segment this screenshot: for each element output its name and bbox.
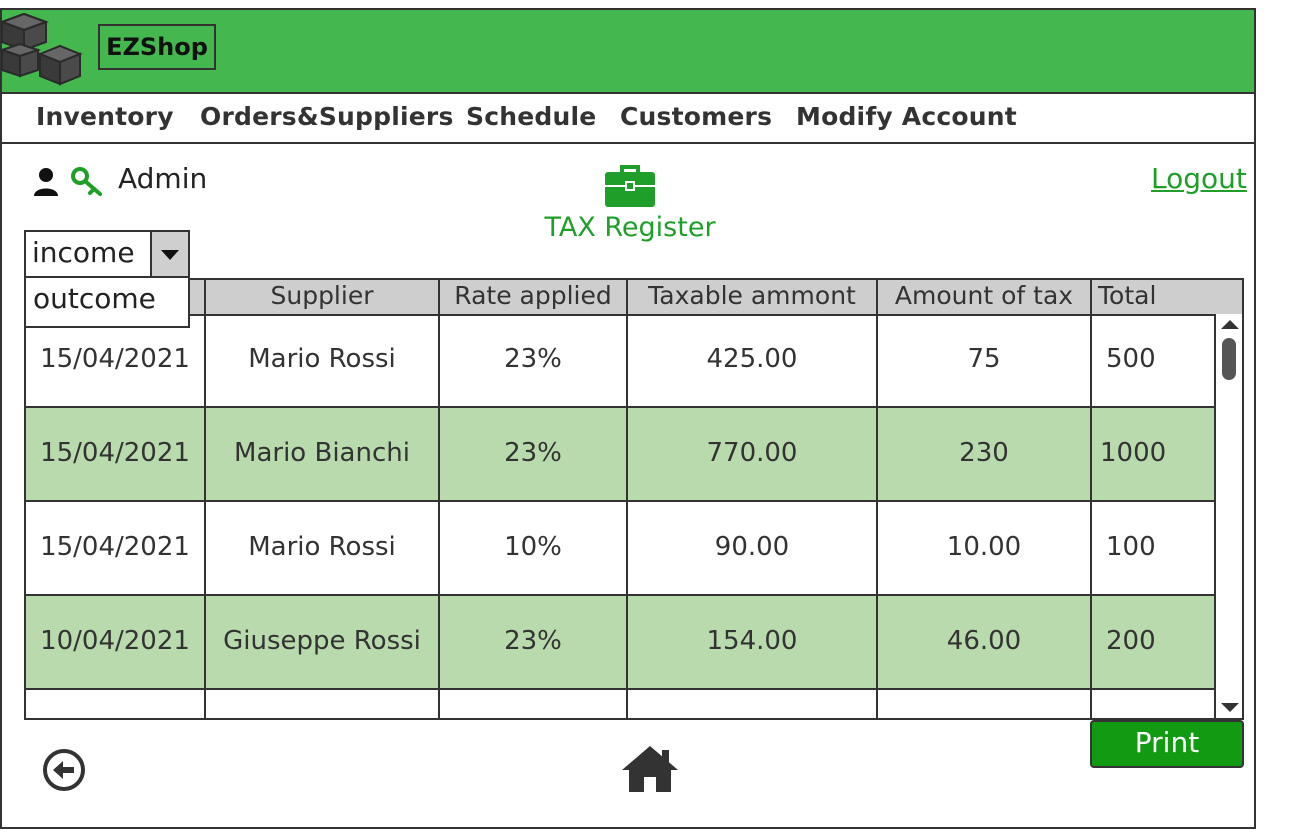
column-header-supplier: Supplier (204, 280, 438, 314)
cell-rate: 23% (438, 596, 626, 688)
app-header: EZShop (0, 10, 1254, 94)
back-arrow-icon[interactable] (42, 748, 86, 792)
cell-supplier: Mario Rossi (204, 314, 438, 406)
nav-item-inventory[interactable]: Inventory (36, 102, 174, 131)
cell-date: 15/04/2021 (40, 532, 190, 562)
cell-supplier: Mario Rossi (204, 502, 438, 594)
register-type-select[interactable]: income (24, 230, 190, 278)
briefcase-icon (605, 165, 655, 207)
table-header: Supplier Rate applied Taxable ammont Amo… (26, 280, 1242, 316)
cell-supplier: Mario Bianchi (204, 408, 438, 500)
dropdown-arrow-icon[interactable] (150, 232, 188, 276)
table-row[interactable]: 15/04/2021 Mario Rossi 23% 425.00 75 500 (26, 314, 1214, 408)
cell-rate: 10% (438, 502, 626, 594)
main-nav: Inventory Orders&Suppliers Schedule Cust… (2, 94, 1254, 144)
scroll-down-arrow-icon[interactable] (1221, 703, 1239, 712)
cell-total: 1000 (1090, 408, 1214, 500)
cell-date: 15/04/2021 (40, 344, 190, 374)
key-icon (71, 167, 102, 196)
column-header-rate: Rate applied (438, 280, 626, 314)
cell-total: 100 (1090, 502, 1214, 594)
nav-item-orders-suppliers[interactable]: Orders&Suppliers (200, 102, 454, 131)
cell-empty (1090, 688, 1214, 718)
cubes-logo-icon (0, 12, 83, 86)
cell-empty (438, 688, 626, 718)
nav-item-customers[interactable]: Customers (620, 102, 773, 131)
user-name: Admin (118, 162, 208, 195)
table-row[interactable]: 15/04/2021 Mario Rossi 10% 90.00 10.00 1… (26, 502, 1214, 596)
cell-empty (626, 688, 876, 718)
column-header-tax: Amount of tax (876, 280, 1090, 314)
user-icon (34, 168, 58, 196)
print-button[interactable]: Print (1090, 720, 1244, 768)
nav-item-modify-account[interactable]: Modify Account (796, 102, 1017, 131)
cell-taxable: 425.00 (626, 314, 876, 406)
column-header-total: Total (1090, 280, 1242, 314)
cell-total: 500 (1090, 314, 1214, 406)
logout-link[interactable]: Logout (1151, 162, 1247, 195)
table-row[interactable]: 10/04/2021 Giuseppe Rossi 23% 154.00 46.… (26, 596, 1214, 690)
cell-date: 15/04/2021 (40, 438, 190, 468)
cell-tax: 75 (876, 314, 1090, 406)
column-header-taxable: Taxable ammont (626, 280, 876, 314)
select-current-value: income (32, 236, 135, 269)
cell-date: 10/04/2021 (40, 626, 190, 656)
nav-item-schedule[interactable]: Schedule (466, 102, 597, 131)
cell-rate: 23% (438, 314, 626, 406)
table-row-partial (26, 688, 1214, 718)
scroll-up-arrow-icon[interactable] (1221, 320, 1239, 329)
cell-tax: 230 (876, 408, 1090, 500)
table-row[interactable]: 15/04/2021 Mario Bianchi 23% 770.00 230 … (26, 408, 1214, 502)
tax-register-table: Supplier Rate applied Taxable ammont Amo… (24, 278, 1244, 720)
cell-rate: 23% (438, 408, 626, 500)
cell-total: 200 (1090, 596, 1214, 688)
cell-taxable: 770.00 (626, 408, 876, 500)
table-scrollbar[interactable] (1214, 314, 1242, 718)
cell-tax: 46.00 (876, 596, 1090, 688)
cell-taxable: 90.00 (626, 502, 876, 594)
cell-taxable: 154.00 (626, 596, 876, 688)
page-title: TAX Register (544, 212, 716, 243)
cell-supplier: Giuseppe Rossi (204, 596, 438, 688)
brand-name: EZShop (98, 24, 216, 70)
cell-empty (204, 688, 438, 718)
cell-empty (876, 688, 1090, 718)
home-icon[interactable] (620, 744, 680, 794)
scroll-thumb[interactable] (1222, 338, 1236, 380)
cell-tax: 10.00 (876, 502, 1090, 594)
select-option-outcome[interactable]: outcome (24, 278, 190, 328)
